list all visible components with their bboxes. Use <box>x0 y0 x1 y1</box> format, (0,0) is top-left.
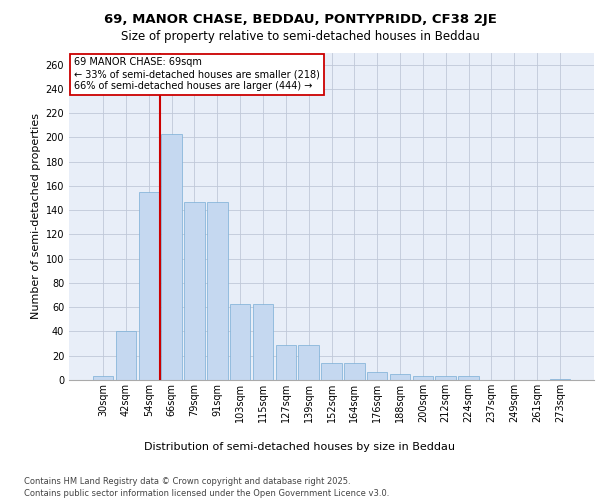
Text: Contains public sector information licensed under the Open Government Licence v3: Contains public sector information licen… <box>24 489 389 498</box>
Text: 69 MANOR CHASE: 69sqm
← 33% of semi-detached houses are smaller (218)
66% of sem: 69 MANOR CHASE: 69sqm ← 33% of semi-deta… <box>74 58 320 90</box>
Bar <box>344 363 365 380</box>
Bar <box>298 345 319 380</box>
Bar <box>93 376 113 380</box>
Text: 69, MANOR CHASE, BEDDAU, PONTYPRIDD, CF38 2JE: 69, MANOR CHASE, BEDDAU, PONTYPRIDD, CF3… <box>104 12 496 26</box>
Bar <box>413 376 433 380</box>
Bar <box>367 372 388 380</box>
Bar <box>184 202 205 380</box>
Bar <box>253 304 273 380</box>
Bar <box>436 376 456 380</box>
Bar <box>139 192 159 380</box>
Bar <box>230 304 250 380</box>
Bar <box>116 332 136 380</box>
Bar <box>458 376 479 380</box>
Bar <box>321 363 342 380</box>
Bar <box>161 134 182 380</box>
Bar <box>390 374 410 380</box>
Text: Distribution of semi-detached houses by size in Beddau: Distribution of semi-detached houses by … <box>145 442 455 452</box>
Bar <box>207 202 227 380</box>
Text: Size of property relative to semi-detached houses in Beddau: Size of property relative to semi-detach… <box>121 30 479 43</box>
Bar <box>275 345 296 380</box>
Bar <box>550 379 570 380</box>
Y-axis label: Number of semi-detached properties: Number of semi-detached properties <box>31 114 41 320</box>
Text: Contains HM Land Registry data © Crown copyright and database right 2025.: Contains HM Land Registry data © Crown c… <box>24 478 350 486</box>
